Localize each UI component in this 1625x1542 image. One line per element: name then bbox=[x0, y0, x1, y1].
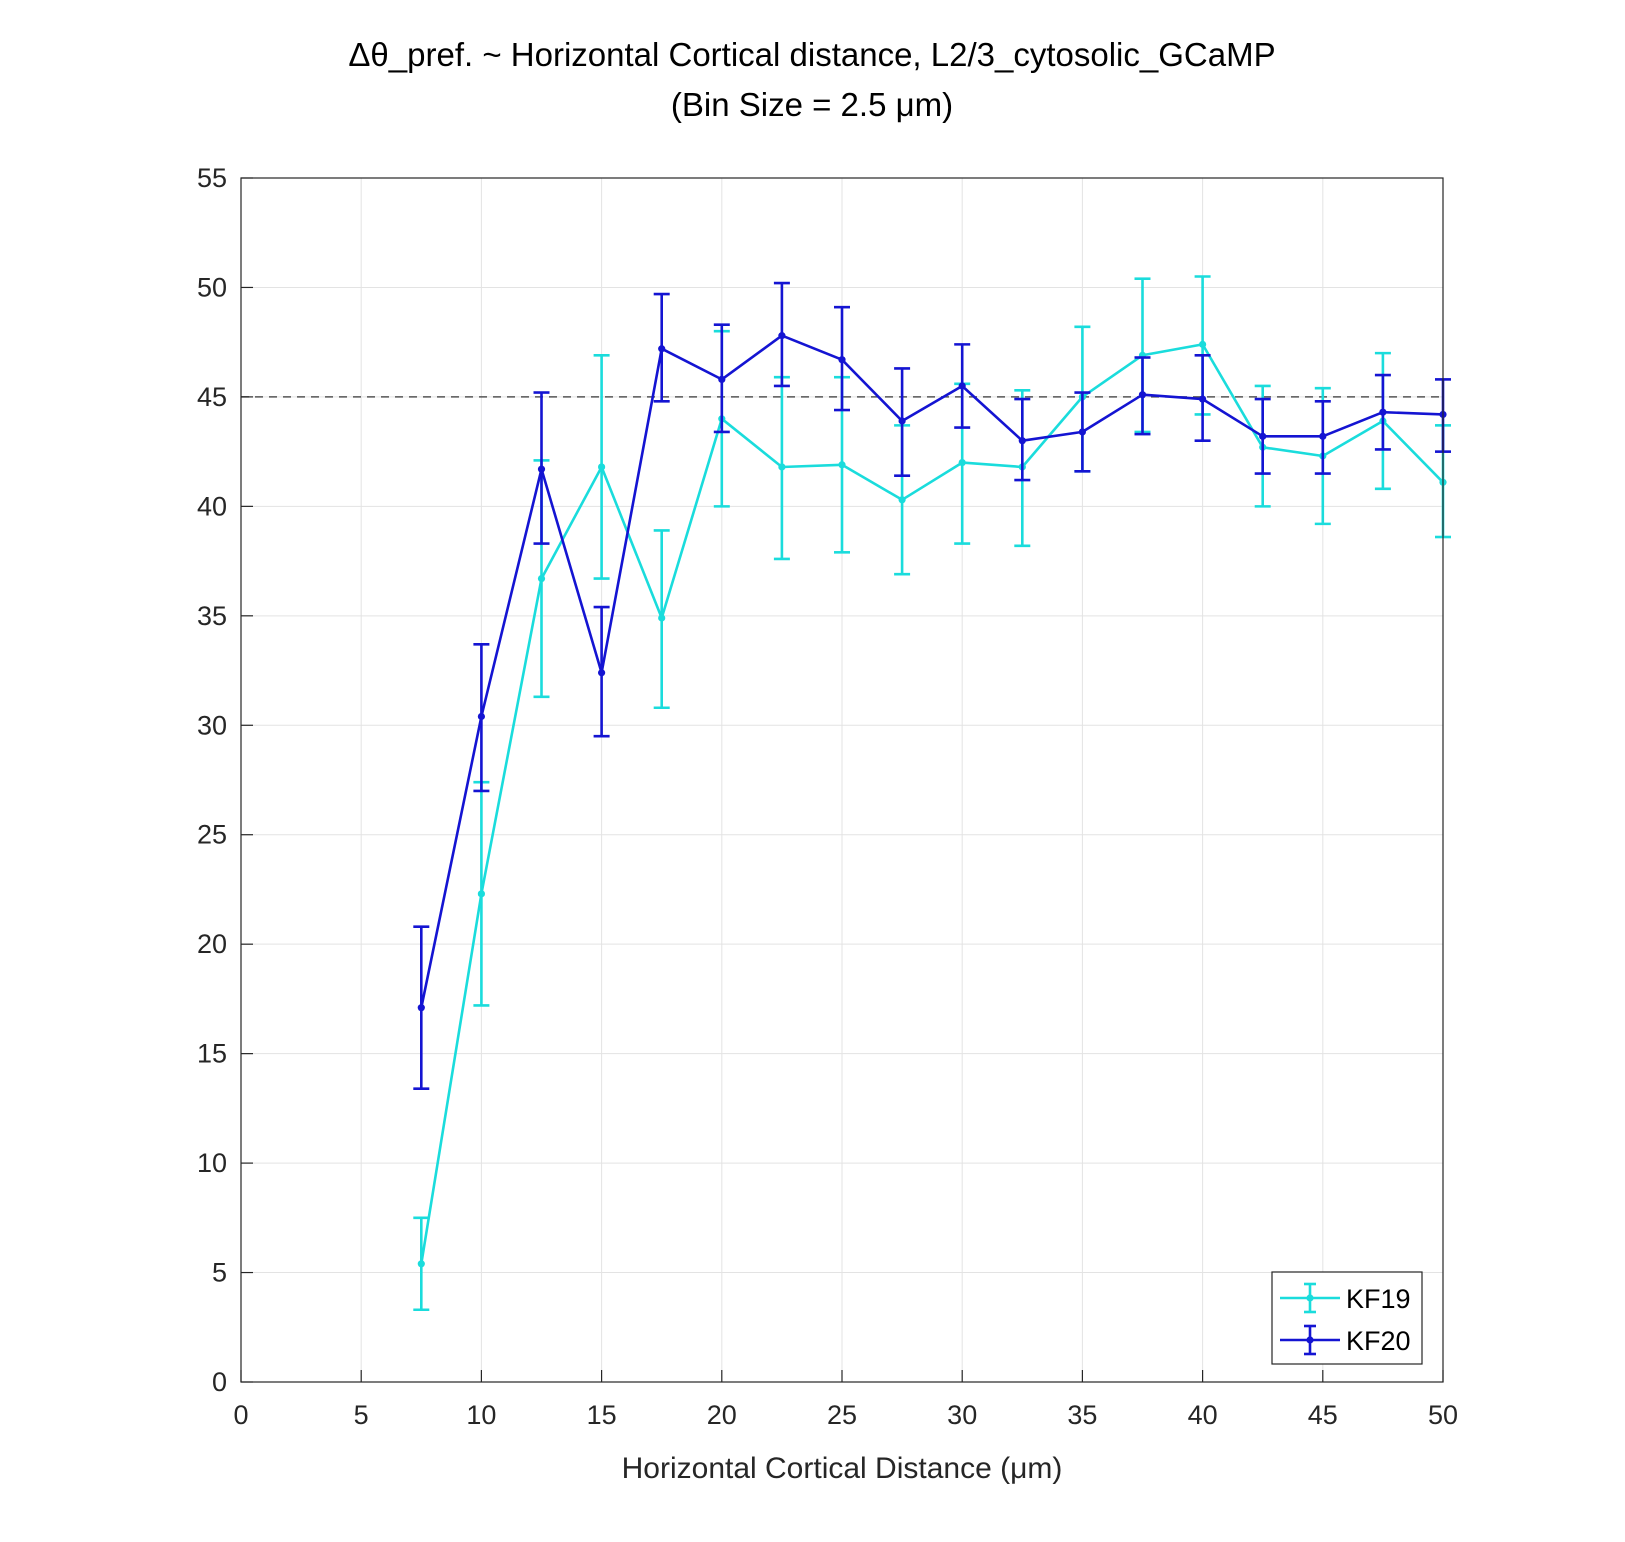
y-tick-label-11: 55 bbox=[197, 163, 227, 193]
series-line-kf20 bbox=[420, 334, 1444, 1008]
data-point-kf20-9 bbox=[958, 382, 966, 390]
y-tick-label-4: 20 bbox=[197, 929, 227, 959]
x-tick-label-4: 20 bbox=[707, 1400, 737, 1430]
data-point-kf20-12 bbox=[1138, 391, 1147, 399]
series-line-kf19 bbox=[420, 343, 1444, 1265]
legend-label-kf19: KF19 bbox=[1346, 1284, 1411, 1314]
data-point-kf20-5 bbox=[718, 375, 726, 383]
legend: KF19 KF20 bbox=[1271, 1271, 1423, 1365]
y-tick-label-6: 30 bbox=[197, 710, 227, 740]
series-kf20 bbox=[413, 281, 1451, 1090]
y-tick-label-5: 25 bbox=[197, 820, 227, 850]
y-tick-label-3: 15 bbox=[197, 1039, 227, 1069]
chart-subtitle: (Bin Size = 2.5 μm) bbox=[671, 86, 953, 123]
data-point-kf20-16 bbox=[1379, 408, 1387, 416]
y-tick-label-10: 50 bbox=[197, 272, 227, 302]
data-point-kf19-0 bbox=[417, 1260, 425, 1268]
x-tick-label-10: 50 bbox=[1428, 1400, 1458, 1430]
x-tick-label-3: 15 bbox=[587, 1400, 617, 1430]
data-point-kf20-11 bbox=[1078, 428, 1086, 436]
data-point-kf20-15 bbox=[1319, 432, 1327, 440]
data-point-kf20-2 bbox=[537, 465, 546, 473]
x-tick-label-6: 30 bbox=[947, 1400, 977, 1430]
series-kf19 bbox=[413, 275, 1451, 1312]
data-point-kf19-4 bbox=[658, 614, 666, 622]
data-point-kf19-2 bbox=[537, 575, 546, 583]
legend-box bbox=[1271, 1271, 1423, 1365]
data-point-kf20-14 bbox=[1259, 432, 1267, 440]
x-tick-label-2: 10 bbox=[466, 1400, 496, 1430]
data-point-kf20-8 bbox=[898, 417, 906, 425]
x-tick-label-0: 0 bbox=[233, 1400, 248, 1430]
chart-title: Δθ_pref. ~ Horizontal Cortical distance,… bbox=[348, 36, 1275, 73]
data-point-kf20-7 bbox=[838, 356, 846, 364]
legend-swatch-marker bbox=[1306, 1294, 1314, 1302]
y-tick-label-2: 10 bbox=[197, 1148, 227, 1178]
y-tick-label-1: 5 bbox=[212, 1258, 227, 1288]
legend-label-kf20: KF20 bbox=[1346, 1326, 1411, 1356]
data-point-kf19-8 bbox=[898, 496, 906, 504]
legend-entry-kf20: KF20 bbox=[1280, 1324, 1411, 1356]
axes: 0 5 10 15 20 25 30 35 40 45 50 0 5 10 15 20 25 30 35 40 45 50… bbox=[197, 163, 1458, 1430]
x-tick-label-7: 35 bbox=[1067, 1400, 1097, 1430]
y-tick-label-7: 35 bbox=[197, 601, 227, 631]
data-point-kf19-9 bbox=[958, 458, 966, 467]
data-point-kf20-4 bbox=[658, 345, 666, 353]
data-point-kf19-1 bbox=[477, 890, 485, 898]
x-tick-label-5: 25 bbox=[827, 1400, 857, 1430]
data-point-kf19-7 bbox=[838, 461, 846, 469]
series-group bbox=[413, 275, 1451, 1312]
data-point-kf19-13 bbox=[1199, 340, 1207, 348]
data-point-kf19-3 bbox=[598, 463, 606, 471]
x-tick-label-9: 45 bbox=[1308, 1400, 1338, 1430]
data-point-kf20-6 bbox=[778, 332, 786, 340]
x-tick-label-8: 40 bbox=[1188, 1400, 1218, 1430]
data-point-kf20-0 bbox=[417, 1004, 425, 1012]
legend-swatch-marker bbox=[1306, 1336, 1314, 1344]
data-point-kf20-3 bbox=[598, 669, 606, 677]
x-tick-label-1: 5 bbox=[354, 1400, 369, 1430]
x-axis-label: Horizontal Cortical Distance (μm) bbox=[622, 1452, 1063, 1485]
data-point-kf20-1 bbox=[477, 712, 485, 721]
y-tick-label-9: 45 bbox=[197, 382, 227, 412]
legend-entry-kf19: KF19 bbox=[1280, 1282, 1411, 1314]
y-tick-label-8: 40 bbox=[197, 491, 227, 521]
data-point-kf19-6 bbox=[778, 463, 786, 471]
data-point-kf20-10 bbox=[1018, 437, 1026, 445]
y-tick-label-0: 0 bbox=[212, 1367, 227, 1397]
data-point-kf20-13 bbox=[1199, 395, 1207, 403]
